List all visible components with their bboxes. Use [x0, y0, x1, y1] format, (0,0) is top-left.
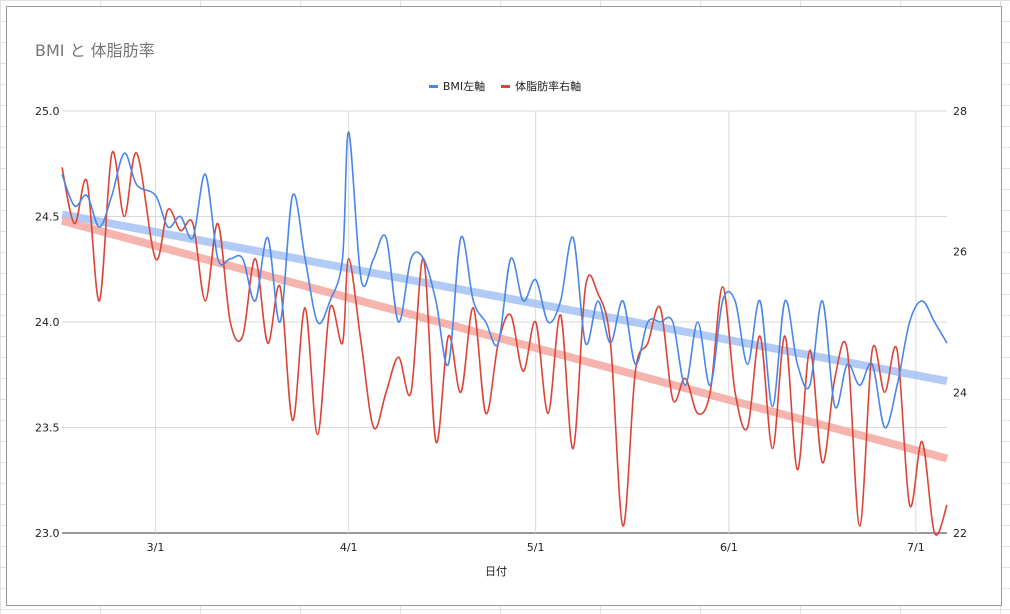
y-right-tick-label: 26: [953, 246, 967, 259]
legend-label-bmi: BMI左軸: [442, 80, 486, 93]
y-left-tick-label: 24.0: [35, 316, 60, 329]
y-left-tick-label: 25.0: [35, 105, 60, 118]
y-left-tick-label: 23.0: [35, 527, 60, 540]
series-layer: [61, 131, 948, 536]
y-right-tick-label: 22: [953, 527, 967, 540]
chart-plot-svg: 25.0 24.5 24.0 23.5 23.0 28 26 24 22 3/1 4/1 5/1 6/1…: [35, 105, 967, 578]
y-left-tick-label: 23.5: [35, 422, 60, 435]
x-tick-label: 6/1: [720, 541, 738, 554]
y-right-tick-label: 24: [953, 386, 967, 399]
legend-item-bodyfat[interactable]: 体脂肪率右軸: [501, 78, 581, 94]
series-line-bmi: [61, 131, 948, 429]
chart-card[interactable]: BMI と 体脂肪率 BMI左軸 体脂肪率右軸 25.0 24.5 24.0 23.5…: [6, 6, 1002, 606]
legend-swatch-bodyfat: [501, 84, 511, 88]
legend-item-bmi[interactable]: BMI左軸: [428, 78, 486, 94]
chart-legend: BMI左軸 体脂肪率右軸: [7, 78, 1003, 94]
x-tick-label: 4/1: [340, 541, 358, 554]
y-right-tick-label: 28: [953, 105, 967, 118]
axis-layer: 25.0 24.5 24.0 23.5 23.0 28 26 24 22 3/1 4/1 5/1 6/1…: [35, 105, 967, 554]
y-left-tick-label: 24.5: [35, 211, 60, 224]
x-tick-label: 3/1: [147, 541, 165, 554]
chart-title: BMI と 体脂肪率: [35, 41, 155, 60]
trendline-bodyfat: [60, 216, 949, 463]
x-tick-label: 5/1: [527, 541, 545, 554]
legend-swatch-bmi: [428, 84, 438, 88]
trendline-layer: [60, 210, 949, 463]
legend-label-bodyfat: 体脂肪率右軸: [515, 80, 582, 93]
x-tick-label: 7/1: [907, 541, 925, 554]
series-line-bodyfat: [61, 150, 948, 536]
x-axis-label: 日付: [485, 565, 507, 578]
